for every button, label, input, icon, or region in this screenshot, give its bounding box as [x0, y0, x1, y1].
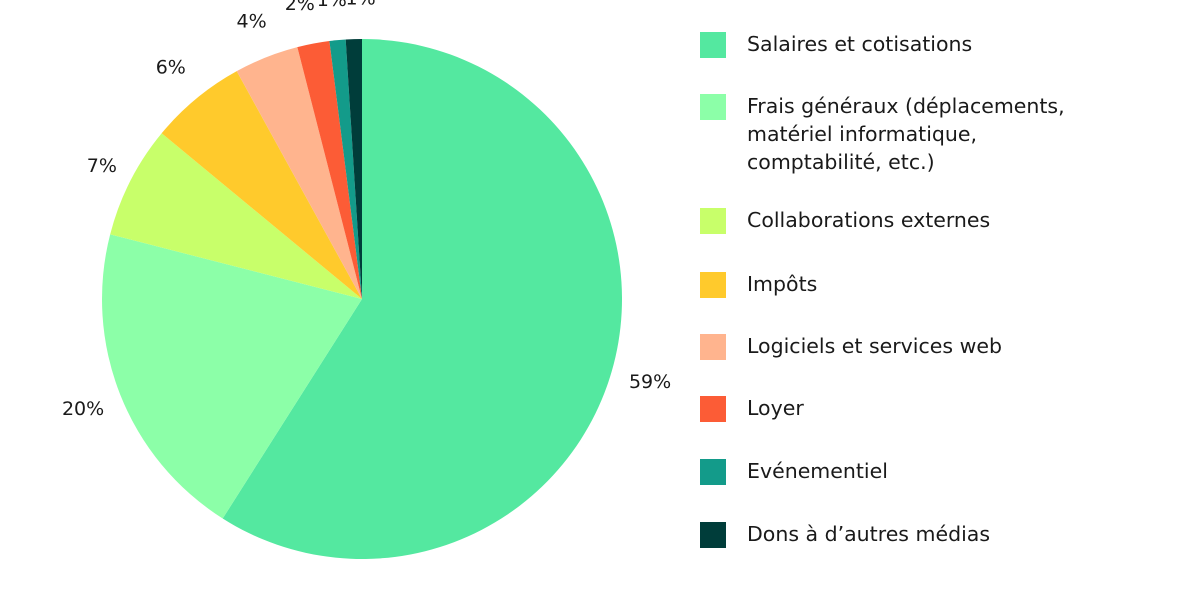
- pie-slice-logiciels-et-services-web: [236, 47, 362, 299]
- legend-swatch: [700, 396, 726, 422]
- legend-item-collaborations-externes: Collaborations externes: [700, 206, 1157, 234]
- legend-swatch: [700, 94, 726, 120]
- legend-label: Logiciels et services web: [747, 334, 1002, 358]
- pie-label-dons-a-d-autres-medias: 1%: [345, 0, 375, 10]
- pie-label-collaborations-externes: 7%: [87, 155, 117, 177]
- pie-label-evenementiel: 1%: [317, 0, 347, 11]
- pie-label-loyer: 2%: [285, 0, 315, 15]
- legend-label: Impôts: [747, 272, 818, 296]
- legend-swatch: [700, 272, 726, 298]
- pie-label-frais-generaux-deplacements: 20%: [62, 398, 104, 420]
- legend-item-salaires-et-cotisations: Salaires et cotisations: [700, 30, 1157, 58]
- legend-swatch: [700, 208, 726, 234]
- pie-label-impots: 6%: [156, 56, 186, 78]
- legend-swatch: [700, 32, 726, 58]
- pie-slice-collaborations-externes: [110, 133, 362, 299]
- pie-slice-impots: [161, 71, 362, 299]
- pie-slices: [102, 39, 622, 559]
- legend-item-logiciels-et-services-web: Logiciels et services web: [700, 332, 1157, 360]
- pie-label-logiciels-et-services-web: 4%: [236, 11, 266, 33]
- legend-item-dons-a-d-autres-medias: Dons à d’autres médias: [700, 520, 1157, 548]
- legend-label: Loyer: [747, 396, 804, 420]
- legend-label: Frais généraux (déplacements, matériel i…: [747, 94, 1065, 174]
- pie-slice-frais-generaux-deplacements: [102, 234, 363, 519]
- pie-slice-salaires-et-cotisations: [222, 39, 622, 559]
- legend-swatch: [700, 522, 726, 548]
- pie-slice-evenementiel: [329, 39, 362, 299]
- pie-label-salaires-et-cotisations: 59%: [629, 371, 671, 393]
- pie-chart: 59%20%7%6%4%2%1%1%: [62, 0, 671, 559]
- pie-labels: 59%20%7%6%4%2%1%1%: [62, 0, 671, 420]
- pie-slice-dons-a-d-autres-medias: [345, 39, 362, 299]
- legend-item-evenementiel: Evénementiel: [700, 457, 1157, 485]
- legend-swatch: [700, 334, 726, 360]
- legend-label: Dons à d’autres médias: [747, 522, 991, 546]
- pie-slice-loyer: [297, 41, 362, 300]
- legend-label: Collaborations externes: [747, 208, 991, 232]
- legend-item-frais-generaux-deplacements: Frais généraux (déplacements, matériel i…: [700, 92, 1157, 176]
- legend-label: Evénementiel: [747, 459, 888, 483]
- legend-item-impots: Impôts: [700, 270, 1157, 298]
- legend-swatch: [700, 459, 726, 485]
- legend-label: Salaires et cotisations: [747, 32, 973, 56]
- legend-item-loyer: Loyer: [700, 394, 1157, 422]
